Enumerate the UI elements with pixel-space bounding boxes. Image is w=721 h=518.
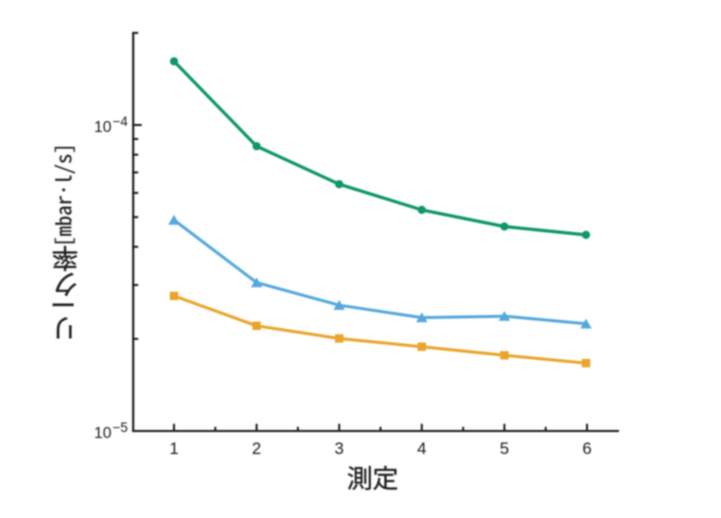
svg-text:4: 4 [417, 439, 426, 458]
svg-text:1: 1 [169, 439, 178, 458]
svg-text:3: 3 [335, 439, 344, 458]
svg-text:6: 6 [582, 439, 591, 458]
svg-text:10: 10 [94, 119, 112, 136]
svg-text:−5: −5 [113, 420, 128, 435]
svg-text:5: 5 [500, 439, 509, 458]
svg-text:−4: −4 [113, 114, 129, 129]
svg-text:2: 2 [252, 439, 261, 458]
svg-text:10: 10 [94, 425, 112, 442]
